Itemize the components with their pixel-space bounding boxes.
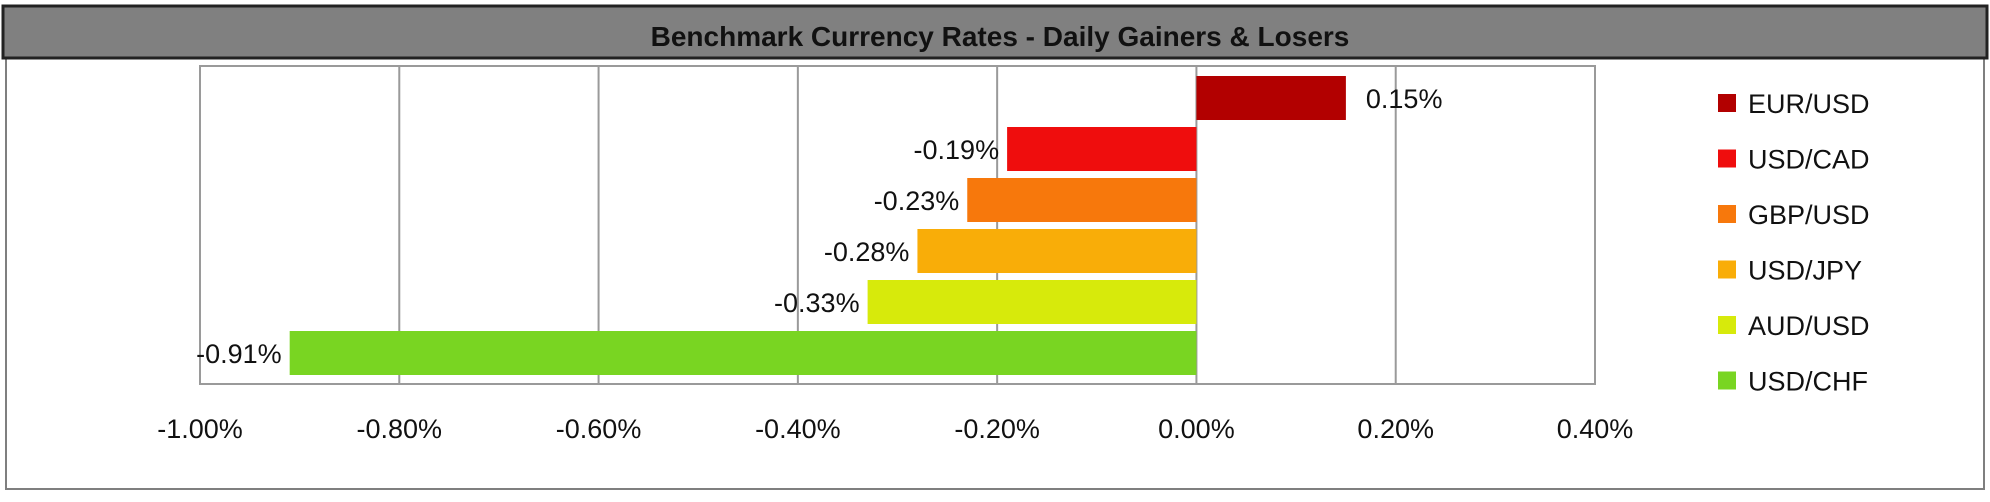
data-label: 0.15% [1366, 84, 1443, 114]
x-tick-label: 0.40% [1557, 414, 1634, 444]
x-tick-label: -0.40% [755, 414, 841, 444]
legend-label: USD/CAD [1748, 145, 1870, 175]
legend-label: EUR/USD [1748, 89, 1870, 119]
legend-label: USD/JPY [1748, 256, 1862, 286]
data-label: -0.28% [824, 237, 910, 267]
bar-eur-usd [1196, 76, 1346, 120]
x-tick-label: 0.00% [1158, 414, 1235, 444]
bar-usd-chf [289, 331, 1197, 375]
data-label: -0.19% [914, 135, 1000, 165]
x-tick-label: 0.20% [1357, 414, 1434, 444]
legend-swatch [1718, 94, 1736, 112]
legend-label: AUD/USD [1748, 311, 1870, 341]
x-tick-label: -1.00% [157, 414, 243, 444]
legend-swatch [1718, 316, 1736, 334]
legend-swatch [1718, 371, 1736, 390]
x-tick-label: -0.60% [556, 414, 642, 444]
legend-swatch [1718, 205, 1736, 223]
legend-label: GBP/USD [1748, 200, 1870, 230]
plot-area-border [199, 65, 1596, 385]
labels-layer: 0.15% -0.19% -0.23% -0.28% -0.33% -0.91% [196, 84, 1442, 369]
bars-layer [289, 76, 1346, 375]
ticks-layer: -1.00% -0.80% -0.60% -0.40% -0.20% 0.00% 0.20%… [157, 414, 1633, 444]
data-label: -0.23% [874, 186, 960, 216]
x-tick-label: -0.20% [954, 414, 1040, 444]
x-tick-label: -0.80% [357, 414, 443, 444]
data-label: -0.91% [196, 339, 282, 369]
legend-layer: EUR/USD USD/CAD GBP/USD USD/JPY AUD/USD USD/C… [1718, 89, 1870, 397]
legend-label: USD/CHF [1748, 367, 1868, 397]
title-bar [1, 4, 1989, 60]
bar-gbp-usd [967, 178, 1197, 222]
bar-aud-usd [867, 280, 1197, 324]
legend-swatch [1718, 149, 1736, 168]
legend-swatch [1718, 260, 1736, 279]
data-label: -0.33% [774, 288, 860, 318]
bar-usd-cad [1007, 127, 1197, 171]
bar-usd-jpy [917, 229, 1197, 273]
chart-title: Benchmark Currency Rates - Daily Gainers… [651, 21, 1350, 52]
